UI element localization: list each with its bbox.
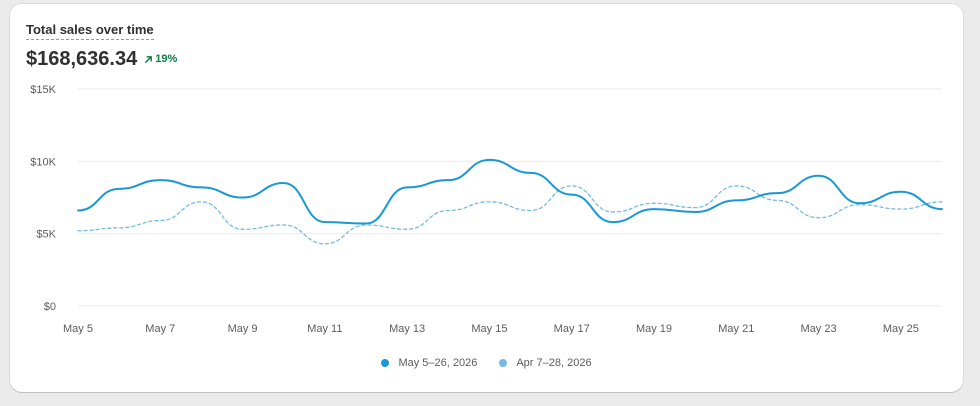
x-tick-label: May 21 bbox=[718, 323, 754, 335]
x-tick-label: May 7 bbox=[145, 323, 175, 335]
sales-card: Total sales over time $168,636.34 19% $0… bbox=[10, 4, 963, 392]
x-tick-label: May 11 bbox=[307, 323, 342, 335]
y-tick-label: $0 bbox=[44, 301, 56, 313]
legend-label: Apr 7–28, 2026 bbox=[516, 357, 592, 369]
previous-period-line[interactable] bbox=[77, 185, 943, 245]
series-lines bbox=[77, 158, 943, 245]
change-percent: 19% bbox=[155, 53, 178, 65]
y-tick-label: $5K bbox=[36, 229, 56, 241]
current-period-line[interactable] bbox=[77, 158, 943, 225]
x-tick-label: May 15 bbox=[471, 323, 507, 335]
grid-lines bbox=[78, 88, 942, 307]
x-tick-label: May 19 bbox=[636, 323, 672, 335]
y-tick-label: $10K bbox=[30, 156, 56, 168]
x-tick-label: May 23 bbox=[801, 323, 837, 335]
x-tick-label: May 17 bbox=[554, 323, 590, 335]
y-tick-label: $15K bbox=[30, 84, 56, 96]
legend-item[interactable]: Apr 7–28, 2026 bbox=[499, 357, 592, 369]
x-tick-label: May 25 bbox=[883, 323, 919, 335]
legend-label: May 5–26, 2026 bbox=[398, 357, 478, 369]
legend-dot-icon bbox=[499, 359, 508, 367]
legend-item[interactable]: May 5–26, 2026 bbox=[381, 357, 477, 369]
legend-dot-icon bbox=[381, 359, 390, 367]
arrow-up-right-icon bbox=[145, 55, 153, 63]
y-axis-labels: $0 $5K $10K $15K bbox=[30, 84, 56, 313]
change-badge: 19% bbox=[144, 53, 177, 65]
total-row: $168,636.34 19% bbox=[26, 46, 177, 72]
chart-legend: May 5–26, 2026 Apr 7–28, 2026 bbox=[10, 357, 963, 369]
x-tick-label: May 5 bbox=[63, 323, 93, 335]
x-axis-labels: May 5 May 7 May 9 May 11 May 13 May 15 May 17 M… bbox=[63, 323, 919, 335]
total-sales-value: $168,636.34 bbox=[26, 48, 138, 70]
card-title[interactable]: Total sales over time bbox=[26, 22, 154, 40]
sales-line-chart[interactable]: $0 $5K $10K $15K May 5 May 7 May 9 May 11 May 1… bbox=[10, 4, 963, 392]
x-tick-label: May 9 bbox=[228, 323, 258, 335]
x-tick-label: May 13 bbox=[389, 323, 425, 335]
